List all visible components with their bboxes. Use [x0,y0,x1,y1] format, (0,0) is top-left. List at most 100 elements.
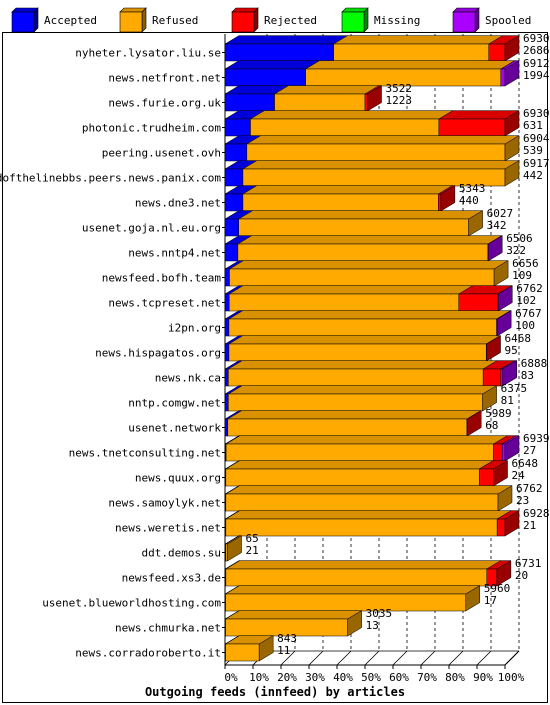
bar-refused-news-nk-ca [228,368,484,387]
bar-accepted-news-furie-org-uk [224,93,275,112]
x-tick-label: 10% [249,671,269,684]
bar-top-refused-nntp-comgw-net [227,385,498,395]
bar-accepted-photonic-trudheim-com [224,118,251,137]
bar-refused-newsfeed-bofh-team [229,268,495,287]
bar-top-refused-news-chmurka-net [224,610,363,620]
bar-side-refused-endofthelinebbs-peers-news-panix-com [504,160,520,187]
x-tick [504,650,520,666]
row-label-endofthelinebbs-peers-news-panix-com: endofthelinebbs.peers.news.panix.com [0,172,221,185]
x-tick-label: 100% [498,671,525,684]
offered-count-news-furie-org-uk: 3522 [386,82,413,95]
bar-accepted-news-dne3-net [224,193,244,212]
bar-refused-news-tnetconsulting-net [225,443,494,462]
offered-count-usenet-goja-nl-eu-org: 6027 [487,207,513,220]
offered-count-news-hispagatos-org: 6468 [505,332,532,345]
row-label-news-nntp4-net: news.nntp4.net [128,247,221,260]
offered-count-endofthelinebbs-peers-news-panix-com: 6917 [523,157,550,170]
accepted-count-newsfeed-bofh-team: 109 [512,269,532,282]
offered-count-news-nk-ca: 6888 [521,357,548,370]
row-label-news-netfront-net: news.netfront.net [108,72,221,85]
bar-accepted-news-netfront-net [224,68,306,87]
bar-top-refused-usenet-network [226,410,482,420]
bar-side-spooled-news-netfront-net [504,60,520,87]
bar-top-accepted-nyheter-lysator-liu-se [224,35,349,45]
accepted-count-endofthelinebbs-peers-news-panix-com: 442 [523,169,543,182]
legend-swatch-missing [341,11,365,33]
bar-top-refused-news-netfront-net [304,60,516,70]
bar-top-refused-news-nk-ca [227,360,499,370]
row-label-news-quux-org: news.quux.org [135,472,221,485]
bar-top-refused-news-samoylyk-net [224,485,513,495]
bar-side-refused-news-samoylyk-net [497,485,513,512]
bar-side-refused-usenet-blueworldhosting-com [465,585,481,612]
bar-accepted-nntp-comgw-net [224,393,229,412]
legend-label-rejected: Rejected [264,14,317,27]
bar-top-refused-i2pn-org [228,310,512,320]
bar-side-spooled-news-tnetconsulting-net [504,435,520,462]
accepted-count-news-nk-ca: 83 [521,369,534,382]
offered-count-newsfeed-bofh-team: 6656 [512,257,539,270]
accepted-count-nyheter-lysator-liu-se: 2686 [523,44,550,57]
x-tick-label: 60% [389,671,409,684]
x-tick [308,650,324,666]
accepted-count-news-nntp4-net: 322 [506,244,526,257]
bar-refused-usenet-network [227,418,468,437]
bar-top-refused-nyheter-lysator-liu-se [332,35,504,45]
bar-side-refused-peering-usenet-ovh [504,135,520,162]
legend-swatch-side-rejected [253,7,259,33]
bar-side-refused-newsfeed-bofh-team [493,260,509,287]
bar-refused-nyheter-lysator-liu-se [333,43,490,62]
legend-label-refused: Refused [152,14,198,27]
bar-side-spooled-news-nntp4-net [487,235,503,262]
bar-top-refused-news-weretis-net [224,510,513,520]
accepted-count-news-tnetconsulting-net: 27 [523,444,536,457]
x-tick [420,650,436,666]
accepted-count-news-quux-org: 24 [512,469,526,482]
x-tick-label: 70% [417,671,437,684]
x-tick-label: 90% [473,671,493,684]
accepted-count-news-dne3-net: 440 [459,194,479,207]
bar-side-rejected-news-hispagatos-org [486,335,501,362]
bar-side-refused-nntp-comgw-net [482,385,497,412]
bar-refused-peering-usenet-ovh [246,143,506,162]
bar-refused-i2pn-org [228,318,497,337]
legend-swatch-side-refused [141,7,147,33]
row-label-usenet-goja-nl-eu-org: usenet.goja.nl.eu.org [82,222,221,235]
bar-refused-news-dne3-net [242,193,439,212]
bar-top-refused-news-hispagatos-org [228,335,502,345]
bar-accepted-news-hispagatos-org [224,343,230,362]
bar-side-refused-ddt-demos-su [227,535,242,562]
bar-accepted-usenet-network [224,418,229,437]
bar-refused-news-hispagatos-org [228,343,487,362]
bar-top-refused-news-dne3-net [242,185,454,195]
legend-swatch-side-missing [363,7,369,33]
offered-count-ddt-demos-su: 65 [246,532,259,545]
row-label-news-hispagatos-org: news.hispagatos.org [95,347,221,360]
bar-top-refused-usenet-goja-nl-eu-org [237,210,484,220]
row-label-news-chmurka-net: news.chmurka.net [115,622,221,635]
row-label-usenet-blueworldhosting-com: usenet.blueworldhosting.com [42,597,221,610]
row-label-i2pn-org: i2pn.org [168,322,221,335]
x-tick-label: 50% [361,671,381,684]
plot-frame [2,32,548,703]
row-label-peering-usenet-ovh: peering.usenet.ovh [102,147,221,160]
bar-accepted-news-nk-ca [224,368,229,387]
bar-rejected-news-furie-org-uk [364,93,368,112]
offered-count-news-samoylyk-net: 6762 [516,482,543,495]
offered-count-nyheter-lysator-liu-se: 6930 [523,32,550,45]
offered-count-i2pn-org: 6767 [515,307,542,320]
bar-top-accepted-news-netfront-net [224,60,321,70]
row-label-news-corradoroberto-it: news.corradoroberto.it [75,647,221,660]
bar-accepted-peering-usenet-ovh [224,143,248,162]
accepted-count-peering-usenet-ovh: 539 [523,144,543,157]
bar-side-rejected-news-furie-org-uk [367,85,382,112]
bar-top-refused-endofthelinebbs-peers-news-panix-com [242,160,520,170]
bar-refused-news-samoylyk-net [225,493,499,512]
row-label-news-weretis-net: news.weretis.net [115,522,221,535]
x-tick [280,650,296,666]
bar-refused-usenet-goja-nl-eu-org [238,218,469,237]
bar-refused-news-nntp4-net [237,243,489,262]
bar-side-rejected-news-quux-org [493,460,508,487]
offered-count-peering-usenet-ovh: 6904 [523,132,550,145]
bar-accepted-i2pn-org [224,318,230,337]
